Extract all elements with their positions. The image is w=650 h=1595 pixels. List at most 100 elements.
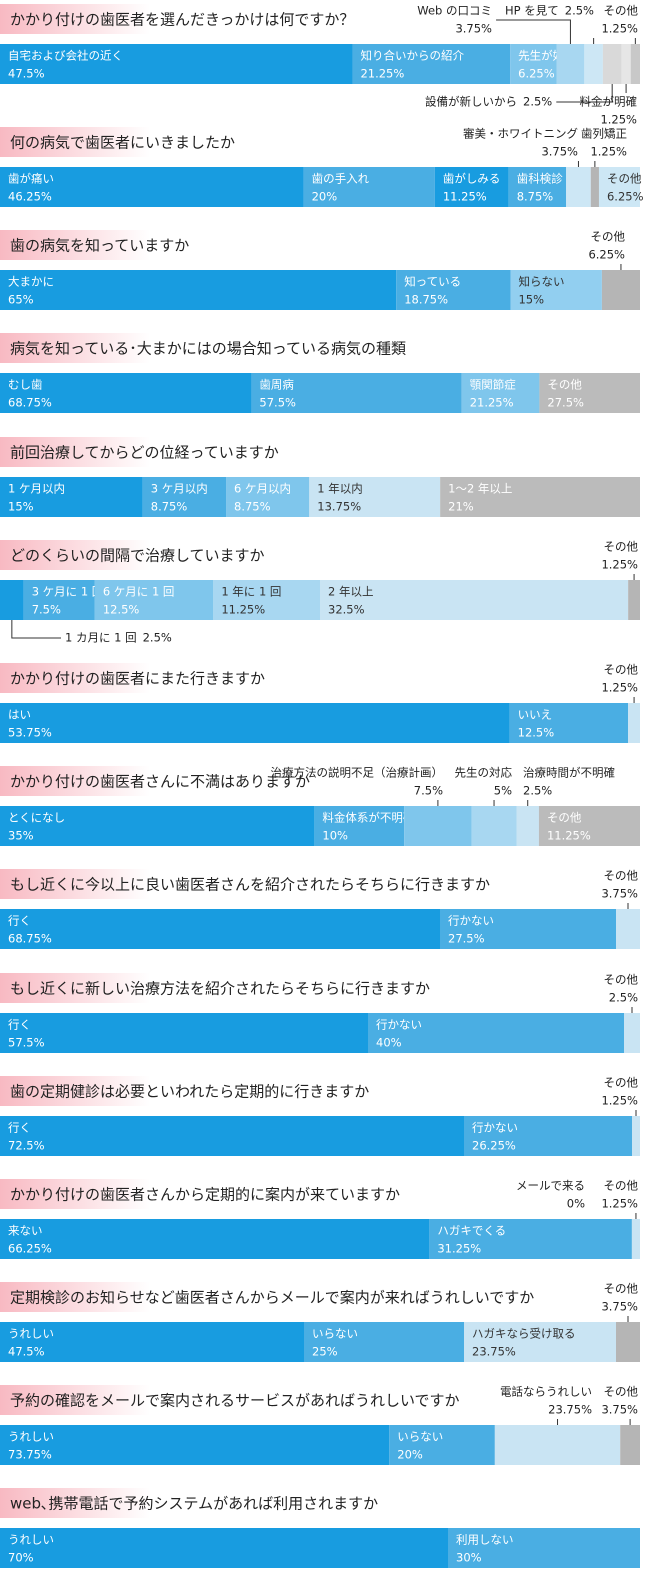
segment-value: 21.25% [360, 67, 404, 81]
chart-title: 定期検診のお知らせなど歯医者さんからメールで案内が来ればうれしいですか [10, 1289, 534, 1307]
title-band [0, 540, 150, 570]
callout-leader [556, 84, 613, 103]
segment-value: 57.5% [8, 1036, 45, 1050]
segment-value: 35% [8, 829, 34, 843]
segment-value: 23.75% [472, 1345, 516, 1359]
segment-label: うれしい [8, 1327, 54, 1341]
segment-value: 27.5% [547, 396, 584, 410]
segment-label: いらない [312, 1327, 358, 1341]
segment-label: うれしい [8, 1533, 54, 1547]
segment-label: 行かない [376, 1018, 422, 1032]
segment-value: 8.75% [151, 500, 188, 514]
callout-value: 5% [494, 784, 512, 798]
segment-value: 68.75% [8, 932, 52, 946]
bar-segment [621, 44, 631, 84]
segment-label: 行かない [448, 914, 494, 928]
chart-title: 予約の確認をメールで案内されるサービスがあればうれしいですか [10, 1392, 460, 1410]
callout-label: その他 [604, 1076, 639, 1090]
segment-value: 20% [312, 190, 338, 204]
title-band [0, 766, 150, 796]
callout-label: HP を見て [505, 4, 559, 18]
segment-label: 知っている [404, 275, 461, 289]
title-band [0, 437, 150, 467]
bar-segment [0, 373, 252, 413]
bar-segment [0, 909, 440, 949]
segment-value: 15% [8, 500, 34, 514]
bar-segment [538, 806, 640, 846]
title-band [0, 1385, 150, 1415]
segment-value: 10% [322, 829, 348, 843]
bar-segment [429, 1219, 632, 1259]
segment-label: はい [8, 708, 31, 722]
segment-value: 66.25% [8, 1242, 52, 1256]
bar-segment [23, 580, 95, 620]
bar-segment [602, 44, 622, 84]
bar-segment [566, 167, 591, 207]
bar-segment [616, 909, 640, 949]
segment-label: 大まかに [8, 275, 54, 289]
bar-segment [251, 373, 462, 413]
segment-label: 利用しない [456, 1533, 514, 1547]
segment-value: 46.25% [8, 190, 52, 204]
segment-value: 26.25% [472, 1139, 516, 1153]
chart-title: もし近くに新しい治療方法を紹介されたらそちらに行きますか [10, 980, 430, 998]
segment-label: その他 [547, 811, 582, 825]
bar-segment [471, 806, 517, 846]
bar-segment [0, 1116, 464, 1156]
segment-value: 6.25% [518, 67, 555, 81]
segment-label: 6 ケ月以内 [234, 482, 291, 496]
bar-segment [516, 806, 539, 846]
bar-segment [616, 1322, 640, 1362]
callout-value: 3.75% [601, 1300, 638, 1314]
segment-label: 2 年以上 [328, 585, 373, 599]
segment-label: 1～2 年以上 [448, 482, 512, 496]
segment-label: 料金体系が不明確 [322, 811, 414, 825]
chart-title: かかり付けの歯医者を選んだきっかけは何ですか？ [10, 11, 354, 29]
bar-segment [584, 44, 603, 84]
bar-segment [628, 703, 640, 743]
bar-segment [0, 167, 304, 207]
chart-title: 病気を知っている･大まかにはの場合知っている病気の種類 [10, 340, 406, 358]
chart-title: 前回治療してからどの位経っていますか [10, 444, 279, 462]
callout-label: 先生の対応 [455, 766, 513, 780]
callout-value: 6.25% [588, 248, 625, 262]
bar-segment [464, 1116, 632, 1156]
callout-value: 1.25% [600, 113, 637, 127]
bar-segment [510, 44, 557, 84]
segment-label: 1 ケ月以内 [8, 482, 65, 496]
segment-value: 31.25% [437, 1242, 481, 1256]
chart-title: 何の病気で歯医者にいきましたか [10, 134, 235, 152]
callout-value: 1.25% [601, 558, 638, 572]
segment-value: 13.75% [317, 500, 361, 514]
callout-value: 3.75% [601, 1403, 638, 1417]
segment-label: ハガキでくる [437, 1224, 506, 1238]
bar-segment [314, 806, 405, 846]
callout-label: メールで来る [516, 1179, 585, 1193]
bar-segment [94, 580, 214, 620]
bar-segment [601, 270, 640, 310]
chart-title: かかり付けの歯医者さんに不満はありますか [10, 773, 310, 791]
segment-value: 47.5% [8, 1345, 45, 1359]
bar-segment [0, 580, 24, 620]
title-band [0, 1179, 150, 1209]
bar-segment [303, 167, 435, 207]
bar-segment [404, 806, 472, 846]
bar-segment [0, 806, 315, 846]
segment-value: 18.75% [404, 293, 448, 307]
segment-label: 歯科検診 [517, 172, 563, 186]
segment-label: むし歯 [8, 378, 43, 392]
title-band [0, 1076, 150, 1106]
segment-label: 1 年に 1 回 [221, 585, 281, 599]
bar-segment [631, 1219, 640, 1259]
bar-segment [434, 167, 509, 207]
segment-value: 12.5% [518, 726, 555, 740]
bar-segment [509, 703, 629, 743]
segment-value: 12.5% [103, 603, 140, 617]
bar-segment [632, 1116, 640, 1156]
callout-value: 2.5% [609, 991, 638, 1005]
segment-value: 65% [8, 293, 34, 307]
callout-value: 0% [567, 1197, 585, 1211]
segment-value: 73.75% [8, 1448, 52, 1462]
title-band [0, 230, 150, 260]
segment-label: 3 ケ月以内 [151, 482, 208, 496]
